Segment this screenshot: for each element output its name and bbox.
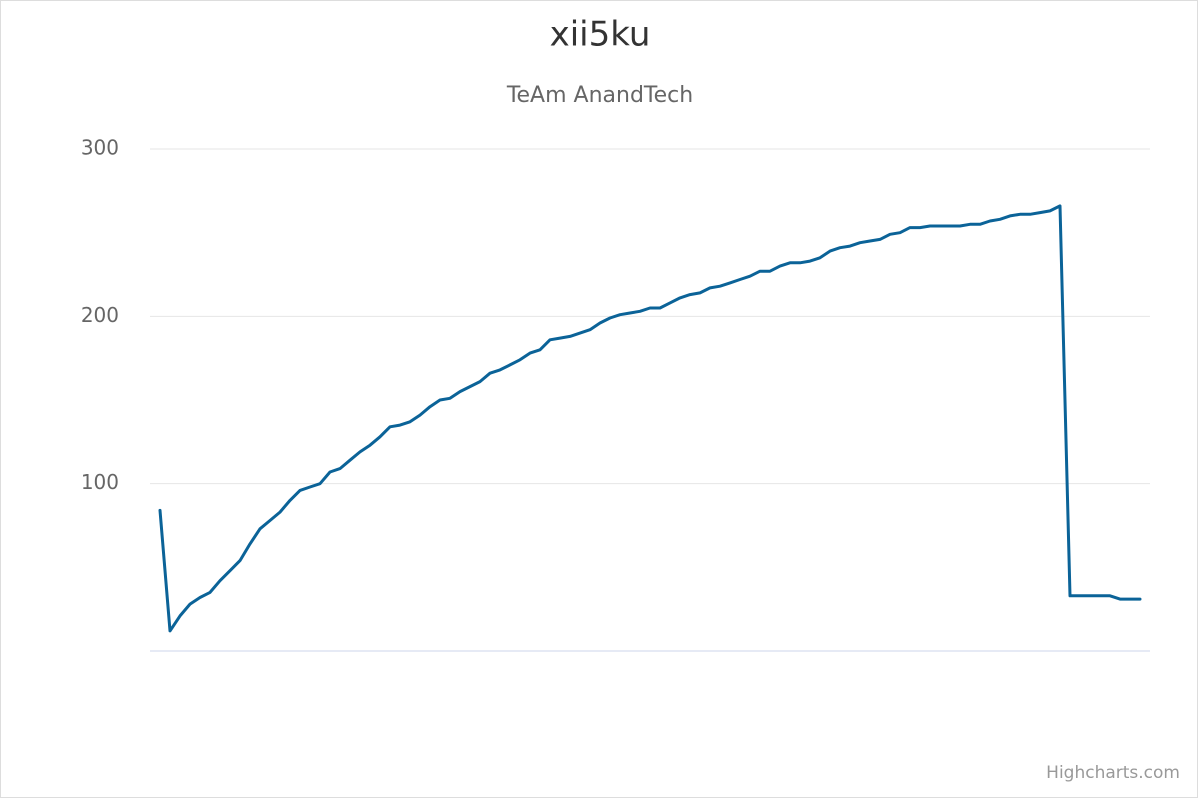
y-tick-label: 300 — [81, 136, 119, 160]
data-line — [158, 204, 1142, 633]
credits[interactable]: Highcharts.com — [1046, 763, 1180, 783]
y-tick-label: 200 — [81, 303, 119, 327]
chart-subtitle: TeAm AnandTech — [506, 83, 693, 108]
chart-title: xii5ku — [550, 15, 651, 55]
y-tick-label: 100 — [81, 470, 119, 494]
